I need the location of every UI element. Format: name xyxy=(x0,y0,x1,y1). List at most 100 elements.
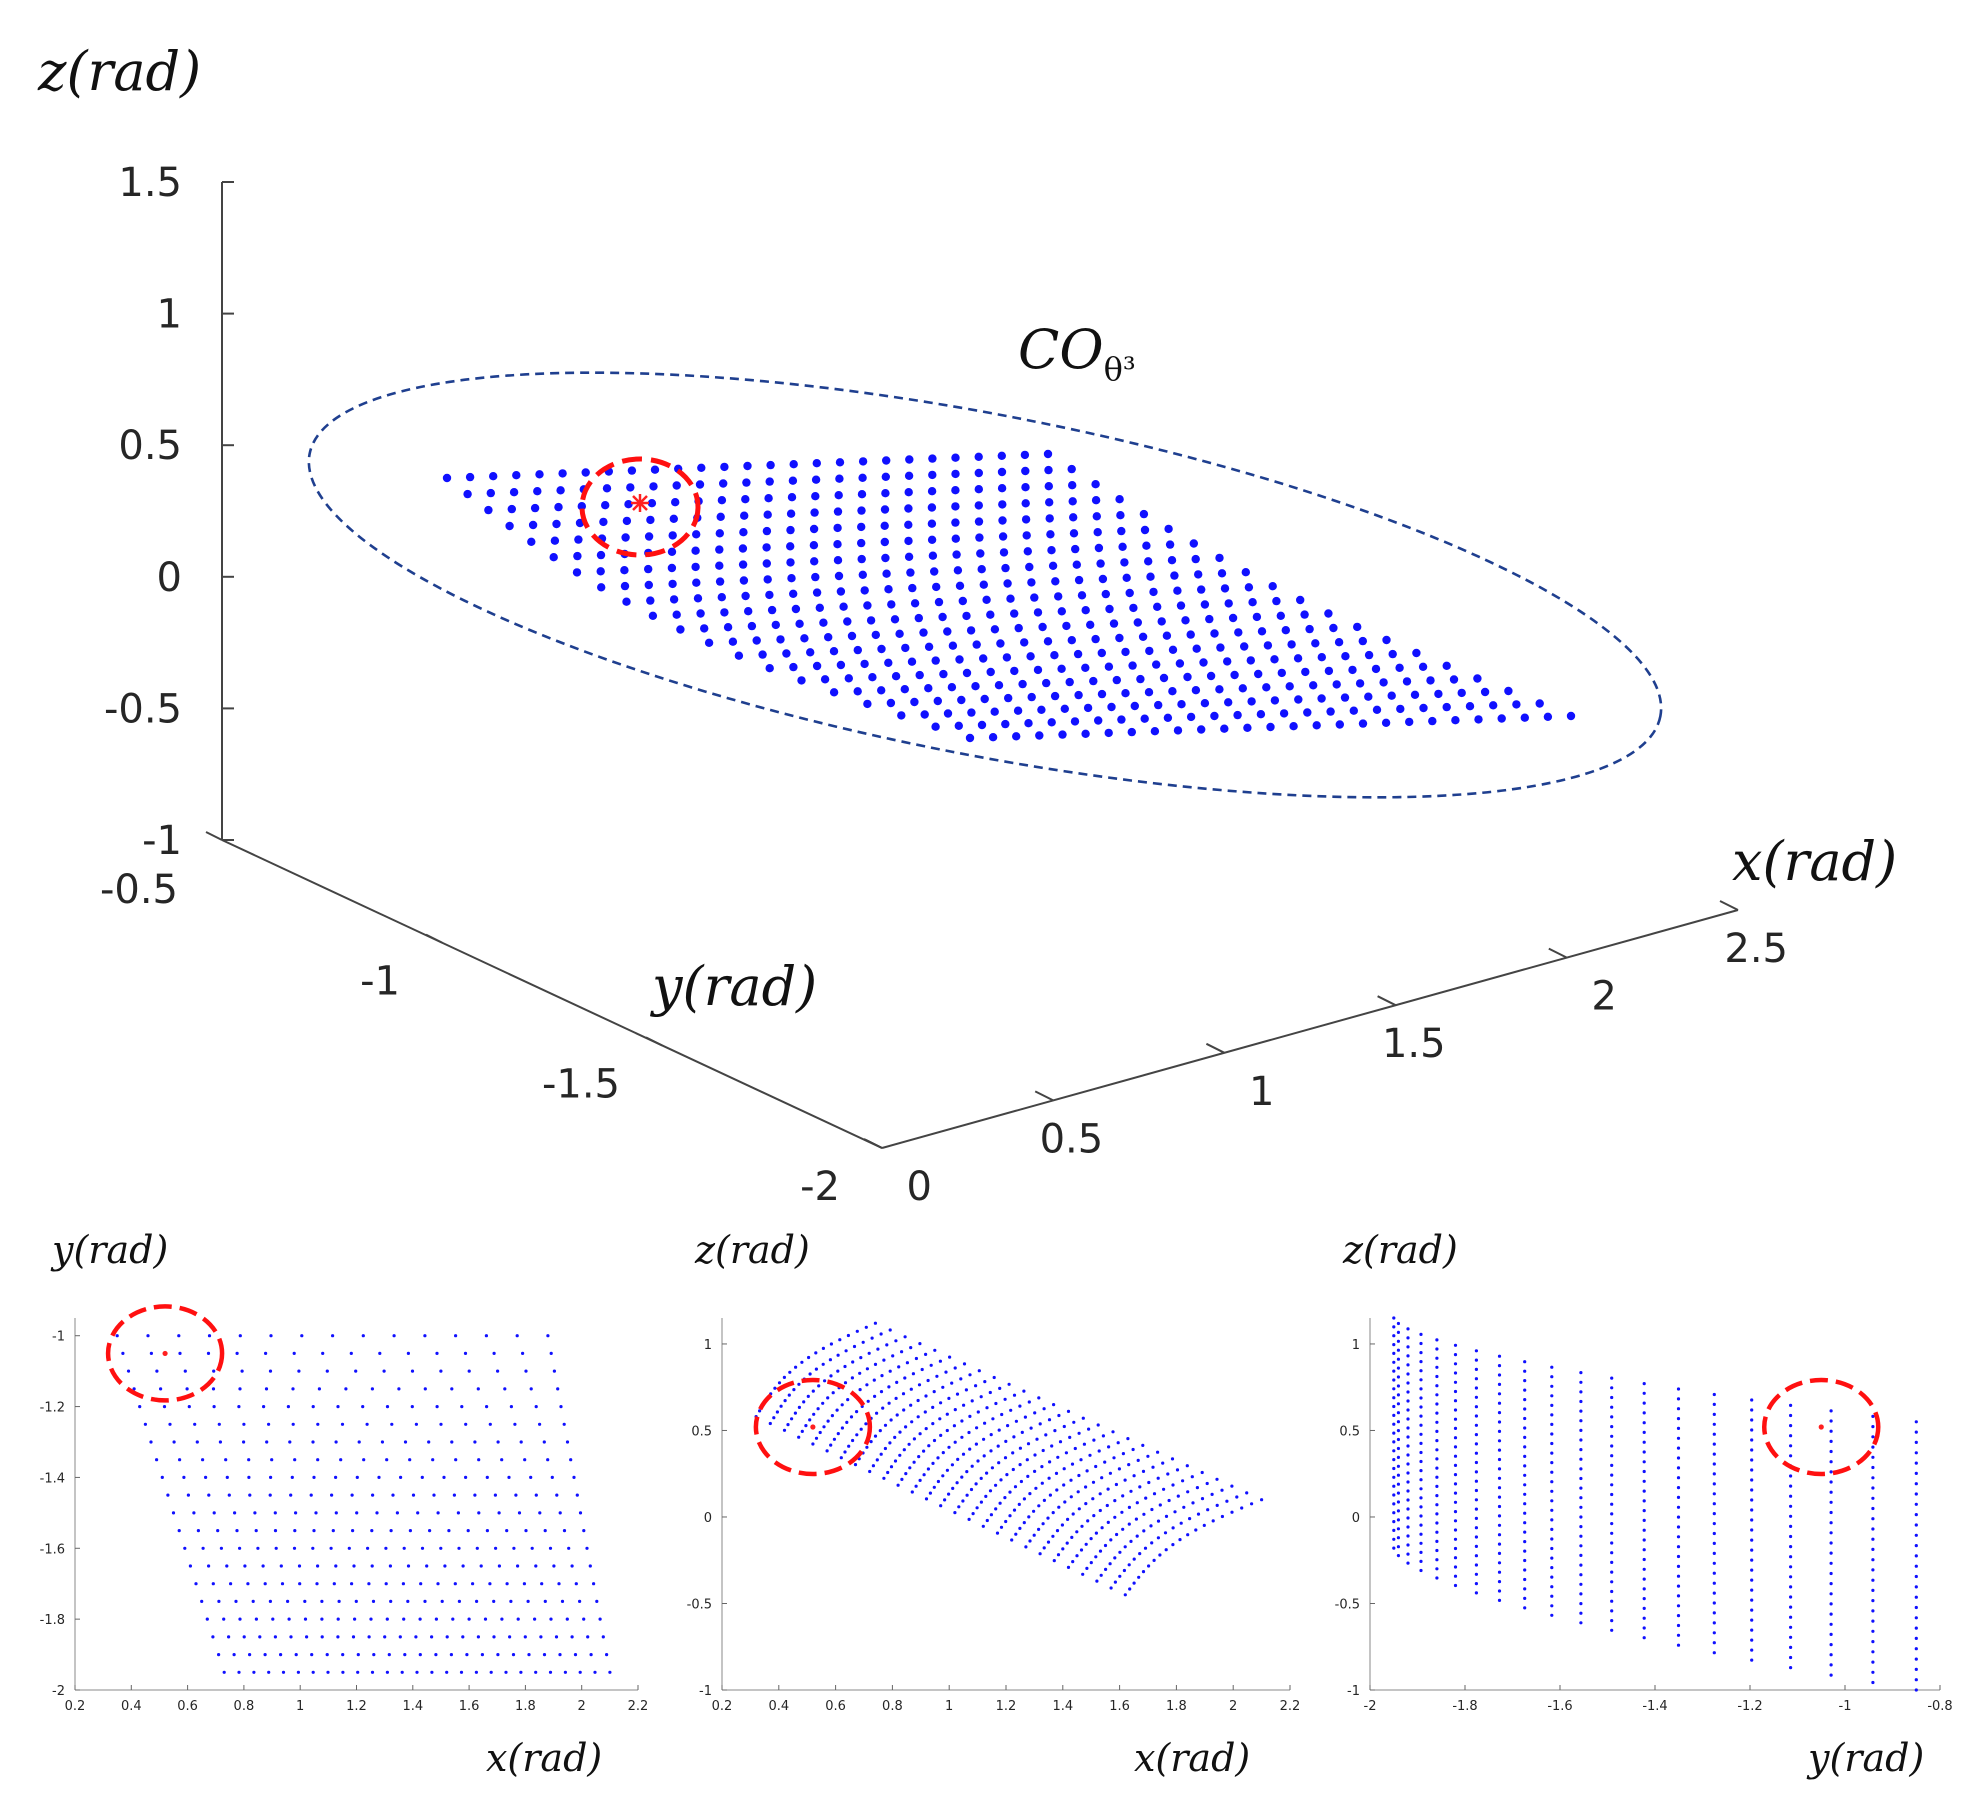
data-point xyxy=(985,1518,989,1523)
data-point xyxy=(1042,1498,1046,1502)
data-point xyxy=(309,1493,313,1497)
data-point xyxy=(990,625,1000,634)
data-point xyxy=(1610,1434,1614,1438)
data-point xyxy=(1117,1467,1121,1471)
data-point xyxy=(857,522,866,532)
data-point xyxy=(1453,1510,1458,1514)
data-point xyxy=(904,488,913,497)
data-point xyxy=(274,1546,278,1550)
data-point xyxy=(983,1421,987,1425)
data-point xyxy=(1523,1521,1527,1525)
data-point xyxy=(526,1599,530,1603)
data-point xyxy=(1028,1539,1032,1543)
data-point xyxy=(1396,704,1405,714)
data-point xyxy=(1642,1450,1646,1454)
data-point xyxy=(895,1380,899,1384)
data-point xyxy=(650,465,660,474)
data-point xyxy=(1474,1479,1478,1483)
data-point xyxy=(881,472,890,481)
data-point xyxy=(1011,1467,1015,1472)
data-point xyxy=(1248,598,1257,607)
data-point xyxy=(951,518,960,527)
data-point xyxy=(1396,1518,1400,1522)
data-point xyxy=(998,500,1007,509)
data-point xyxy=(1104,1567,1108,1571)
data-point xyxy=(1829,1531,1833,1535)
data-point xyxy=(818,1430,822,1435)
data-point xyxy=(1712,1392,1716,1397)
data-point xyxy=(1138,1485,1142,1489)
data-point xyxy=(336,1635,340,1639)
data-point xyxy=(1474,1405,1478,1409)
data-point xyxy=(1146,1454,1150,1458)
data-point xyxy=(1126,1437,1130,1441)
data-point xyxy=(1406,1327,1410,1331)
data-point xyxy=(859,1356,863,1360)
data-point xyxy=(1829,1612,1833,1616)
data-point xyxy=(953,566,963,575)
data-point xyxy=(960,1435,964,1439)
data-point xyxy=(408,1458,412,1462)
data-point xyxy=(1871,1445,1875,1449)
data-point xyxy=(1324,609,1333,618)
data-point xyxy=(728,637,738,646)
data-point xyxy=(879,1332,883,1336)
data-point xyxy=(836,587,846,596)
data-point xyxy=(816,1407,820,1411)
data-point xyxy=(646,596,655,605)
data-point xyxy=(512,1546,516,1550)
data-point xyxy=(1085,1469,1089,1473)
data-point xyxy=(789,460,798,469)
data-point xyxy=(1474,1535,1478,1539)
data-point xyxy=(793,1411,798,1415)
data-point xyxy=(475,1546,479,1550)
data-point xyxy=(1523,1577,1527,1582)
data-point xyxy=(355,1475,359,1479)
data-point xyxy=(464,1475,468,1479)
data-point xyxy=(186,1493,190,1497)
data-point xyxy=(877,686,886,695)
data-point xyxy=(1272,596,1281,606)
data-point xyxy=(1402,677,1412,686)
data-point xyxy=(934,597,944,607)
data-point xyxy=(1033,608,1043,617)
data-point xyxy=(1392,1413,1396,1417)
data-point xyxy=(406,1599,410,1603)
data-point xyxy=(693,594,703,603)
data-point xyxy=(201,1458,205,1462)
data-point xyxy=(1027,578,1036,587)
data-point xyxy=(1147,1564,1151,1568)
data-point xyxy=(247,1458,251,1462)
data-point xyxy=(1419,1505,1423,1509)
data-point xyxy=(1435,1393,1439,1397)
data-point xyxy=(387,1653,391,1657)
data-point xyxy=(558,1511,562,1515)
data-point xyxy=(954,721,963,730)
data-point xyxy=(875,1411,879,1415)
data-point xyxy=(1062,1424,1066,1429)
data-point xyxy=(1392,1431,1396,1435)
data-point xyxy=(1183,672,1192,682)
data-point xyxy=(270,1458,274,1462)
data-point xyxy=(390,1422,394,1426)
data-point xyxy=(823,1379,827,1383)
data-point xyxy=(717,593,726,602)
highlight-star xyxy=(631,494,649,512)
data-point xyxy=(786,525,795,535)
data-point xyxy=(1028,1492,1032,1496)
data-point xyxy=(998,1386,1002,1390)
data-point xyxy=(1005,1473,1009,1477)
data-point xyxy=(1396,1357,1400,1361)
data-point xyxy=(483,1617,488,1621)
data-point xyxy=(1168,645,1178,654)
data-point xyxy=(1120,558,1129,567)
data-point xyxy=(998,532,1008,541)
data-point xyxy=(795,619,804,628)
data-point xyxy=(672,481,681,490)
data-point xyxy=(953,1440,957,1444)
data-point xyxy=(1789,1555,1793,1559)
data-point xyxy=(1081,606,1090,615)
data-point xyxy=(1224,698,1233,707)
data-point xyxy=(292,1351,296,1355)
y-tick xyxy=(205,831,223,841)
